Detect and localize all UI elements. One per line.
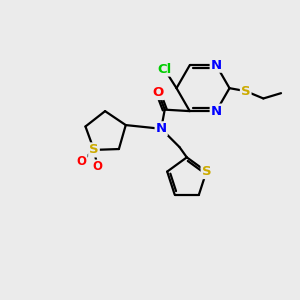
Text: N: N bbox=[211, 105, 222, 118]
Text: O: O bbox=[153, 86, 164, 99]
Text: N: N bbox=[211, 59, 222, 72]
Text: S: S bbox=[241, 85, 250, 98]
Text: Cl: Cl bbox=[158, 62, 172, 76]
Text: O: O bbox=[76, 154, 87, 168]
Text: S: S bbox=[89, 143, 99, 156]
Text: O: O bbox=[92, 160, 103, 173]
Text: N: N bbox=[156, 122, 167, 135]
Text: S: S bbox=[202, 165, 211, 178]
